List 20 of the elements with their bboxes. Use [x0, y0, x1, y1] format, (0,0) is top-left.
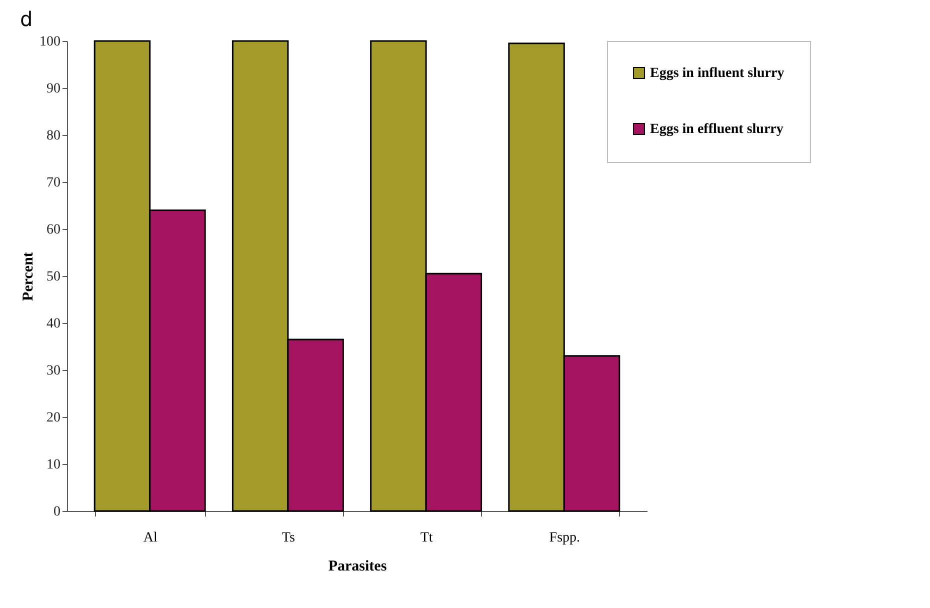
- y-tick-label: 100: [40, 34, 60, 50]
- y-tick-label: 10: [46, 458, 60, 472]
- y-tick-label: 60: [46, 222, 60, 238]
- y-tick-label: 90: [46, 82, 60, 96]
- x-tick-label: Al: [143, 530, 158, 546]
- x-axis-title: Parasites: [328, 558, 387, 574]
- legend-label: Eggs in effluent slurry: [650, 122, 784, 137]
- chart-title: d: [20, 7, 33, 31]
- y-tick-label: 40: [46, 316, 60, 332]
- y-tick-label: 0: [54, 504, 60, 520]
- y-tick-label: 80: [46, 128, 60, 144]
- y-tick-label: 30: [46, 364, 60, 378]
- y-tick-label: 70: [46, 176, 60, 190]
- x-tick-label: Fspp.: [549, 530, 580, 546]
- x-tick-label: Ts: [282, 530, 295, 546]
- y-tick-label: 50: [46, 270, 60, 284]
- x-tick-label: Tt: [420, 530, 433, 546]
- y-tick-label: 20: [46, 410, 60, 426]
- legend-label: Eggs in influent slurry: [650, 66, 784, 81]
- y-axis-title: Percent: [20, 252, 36, 301]
